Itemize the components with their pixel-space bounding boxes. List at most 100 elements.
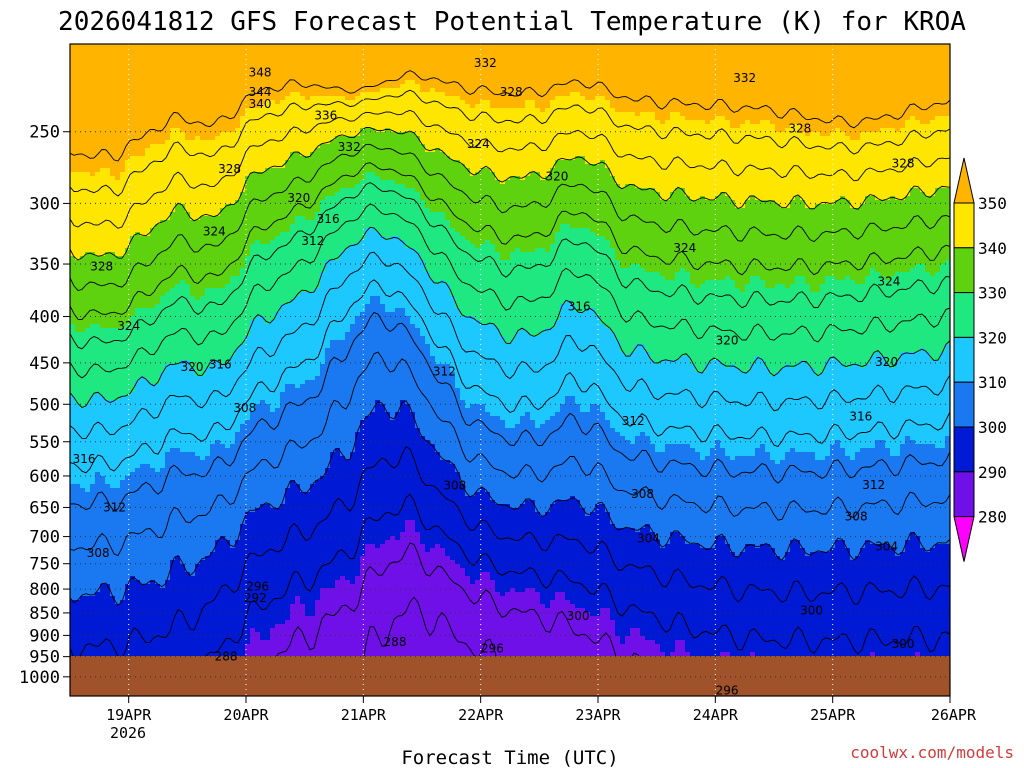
theta-cell [115,112,121,117]
theta-cell [90,368,96,373]
theta-cell [100,304,106,309]
theta-cell [175,148,181,153]
theta-cell [135,136,141,141]
theta-cell [155,420,161,425]
theta-cell [170,52,176,57]
theta-cell [115,180,121,185]
theta-cell [120,488,126,493]
theta-cell [190,580,196,585]
theta-cell [185,604,191,609]
theta-cell [145,256,151,261]
theta-cell [200,616,206,621]
theta-cell [180,396,186,401]
theta-cell [185,260,191,265]
theta-cell [195,128,201,133]
theta-cell [100,508,106,513]
theta-cell [175,556,181,561]
theta-cell [210,452,216,457]
theta-cell [115,472,121,477]
theta-cell [95,124,101,129]
theta-cell [110,492,116,497]
theta-cell [105,488,111,493]
theta-cell [115,484,121,489]
theta-cell [160,236,166,241]
theta-cell [125,268,131,273]
theta-cell [120,300,126,305]
theta-cell [200,180,206,185]
theta-cell [175,332,181,337]
theta-cell [210,56,216,61]
theta-cell [185,376,191,381]
theta-cell [115,508,121,513]
theta-cell [180,644,186,649]
theta-cell [155,332,161,337]
theta-cell [205,340,211,345]
theta-cell [220,184,226,189]
theta-cell [100,124,106,129]
theta-cell [125,252,131,257]
theta-cell [125,396,131,401]
theta-cell [165,228,171,233]
theta-cell [170,152,176,157]
theta-cell [70,52,76,57]
theta-cell [160,452,166,457]
theta-cell [165,516,171,521]
theta-cell [215,388,221,393]
theta-cell [175,548,181,553]
theta-cell [90,356,96,361]
theta-cell [105,308,111,313]
theta-cell [220,244,226,249]
theta-cell [100,232,106,237]
theta-cell [150,260,156,265]
theta-cell [90,612,96,617]
theta-cell [210,48,216,53]
theta-cell [80,348,86,353]
theta-cell [105,564,111,569]
theta-cell [220,236,226,241]
theta-cell [115,224,121,229]
theta-cell [180,68,186,73]
theta-cell [170,88,176,93]
theta-cell [195,284,201,289]
theta-cell [95,632,101,637]
plot-area: 3483443403363323323283323283243283283203… [70,44,950,696]
theta-cell [220,164,226,169]
theta-cell [210,124,216,129]
theta-cell [95,472,101,477]
theta-cell [200,304,206,309]
theta-cell [75,104,81,109]
theta-cell [135,328,141,333]
theta-cell [175,560,181,565]
theta-cell [115,436,121,441]
theta-cell [165,264,171,269]
theta-cell [220,324,226,329]
theta-cell [170,348,176,353]
theta-cell [190,520,196,525]
theta-cell [185,452,191,457]
theta-cell [175,376,181,381]
theta-cell [180,512,186,517]
theta-cell [115,384,121,389]
theta-cell [120,632,126,637]
theta-cell [175,492,181,497]
theta-cell [105,176,111,181]
theta-cell [85,160,91,165]
theta-cell [160,408,166,413]
theta-cell [185,204,191,209]
theta-cell [90,576,96,581]
theta-cell [220,388,226,393]
theta-cell [190,196,196,201]
theta-cell [145,268,151,273]
theta-cell [170,352,176,357]
theta-cell [175,372,181,377]
theta-cell [185,608,191,613]
theta-cell [165,260,171,265]
theta-cell [205,220,211,225]
theta-cell [105,556,111,561]
theta-cell [165,112,171,117]
theta-cell [170,540,176,545]
theta-cell [155,228,161,233]
theta-cell [210,176,216,181]
theta-cell [145,396,151,401]
theta-cell [190,444,196,449]
